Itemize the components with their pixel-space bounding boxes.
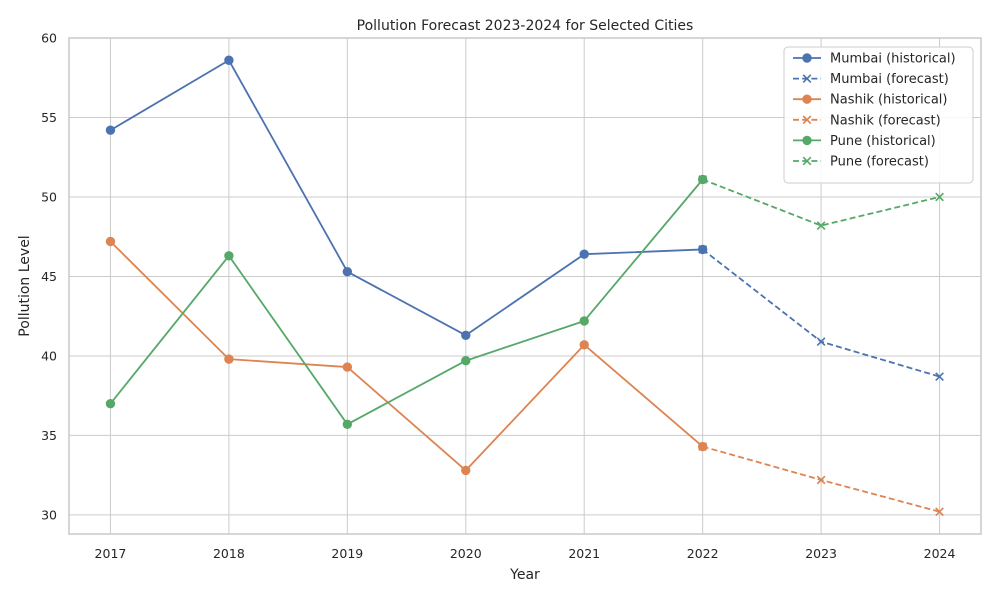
y-tick-label: 50 [41, 189, 57, 204]
plot-frame [68, 37, 982, 535]
data-point [342, 419, 353, 430]
legend-item: Mumbai (historical) [793, 52, 956, 67]
y-tick-label: 30 [41, 507, 57, 522]
x-tick-label: 2023 [805, 546, 837, 561]
data-point [461, 330, 471, 340]
data-point [698, 245, 708, 254]
legend-marker [802, 156, 812, 166]
legend-item: Nashik (historical) [793, 93, 947, 108]
data-point [935, 192, 944, 202]
legend-label: Nashik (historical) [830, 93, 947, 108]
series-line [109, 59, 703, 337]
x-tick-label: 2020 [450, 546, 482, 561]
data-point [342, 362, 353, 372]
data-point [105, 236, 116, 247]
x-tick-labels: 2017 2018 2019 2020 2021 2022 2023 2024 [95, 546, 956, 561]
legend-label: Pune (historical) [830, 134, 936, 149]
x-axis-label: Year [509, 567, 540, 583]
data-point [579, 316, 589, 326]
data-point [935, 372, 944, 381]
legend-marker [802, 135, 812, 146]
data-point [224, 354, 234, 364]
data-point [816, 475, 826, 485]
legend-label: Pune (forecast) [830, 155, 929, 170]
data-point [579, 340, 589, 350]
y-tick-label: 35 [41, 428, 57, 443]
legend-label: Nashik (forecast) [830, 113, 941, 128]
data-point [105, 398, 116, 409]
data-point [461, 356, 471, 366]
y-tick-label: 55 [41, 110, 57, 125]
data-point [105, 125, 116, 135]
legend-item: Mumbai (forecast) [793, 72, 949, 87]
x-tick-label: 2019 [331, 546, 363, 561]
x-tick-label: 2017 [95, 546, 127, 561]
legend-box [783, 46, 974, 184]
data-point [698, 442, 708, 451]
data-point [698, 175, 708, 184]
x-tick-label: 2018 [213, 546, 245, 561]
legend: Mumbai (historical) Mumbai (forecast) Nash… [783, 46, 974, 184]
legend-marker [802, 94, 812, 104]
x-tick-label: 2022 [687, 546, 719, 561]
legend-item: Pune (forecast) [793, 155, 929, 170]
y-tick-label: 60 [41, 31, 57, 46]
x-tick-label: 2021 [568, 546, 600, 561]
legend-label: Mumbai (historical) [830, 52, 956, 67]
chart-title: Pollution Forecast 2023-2024 for Selecte… [357, 18, 694, 34]
x-tick-label: 2024 [924, 546, 956, 561]
y-axis-label: Pollution Level [17, 235, 33, 336]
legend-label: Mumbai (forecast) [830, 72, 949, 87]
data-point [224, 55, 234, 65]
data-point [461, 465, 471, 476]
y-tick-labels: 30 35 40 45 50 55 60 [41, 31, 57, 523]
data-point [342, 266, 353, 277]
legend-marker [802, 74, 812, 83]
legend-item: Pune (historical) [793, 134, 936, 149]
data-point [224, 251, 234, 261]
y-tick-label: 40 [41, 348, 57, 363]
data-point [579, 249, 589, 259]
series-markers [105, 55, 944, 517]
legend-marker [802, 53, 812, 63]
data-point [935, 507, 944, 517]
series-line [109, 178, 704, 426]
series-line [702, 178, 940, 227]
data-point [816, 221, 826, 230]
y-tick-label: 45 [41, 269, 57, 284]
data-point [816, 337, 826, 347]
legend-marker [802, 115, 812, 125]
legend-item: Nashik (forecast) [793, 113, 941, 128]
series-line [109, 240, 704, 472]
